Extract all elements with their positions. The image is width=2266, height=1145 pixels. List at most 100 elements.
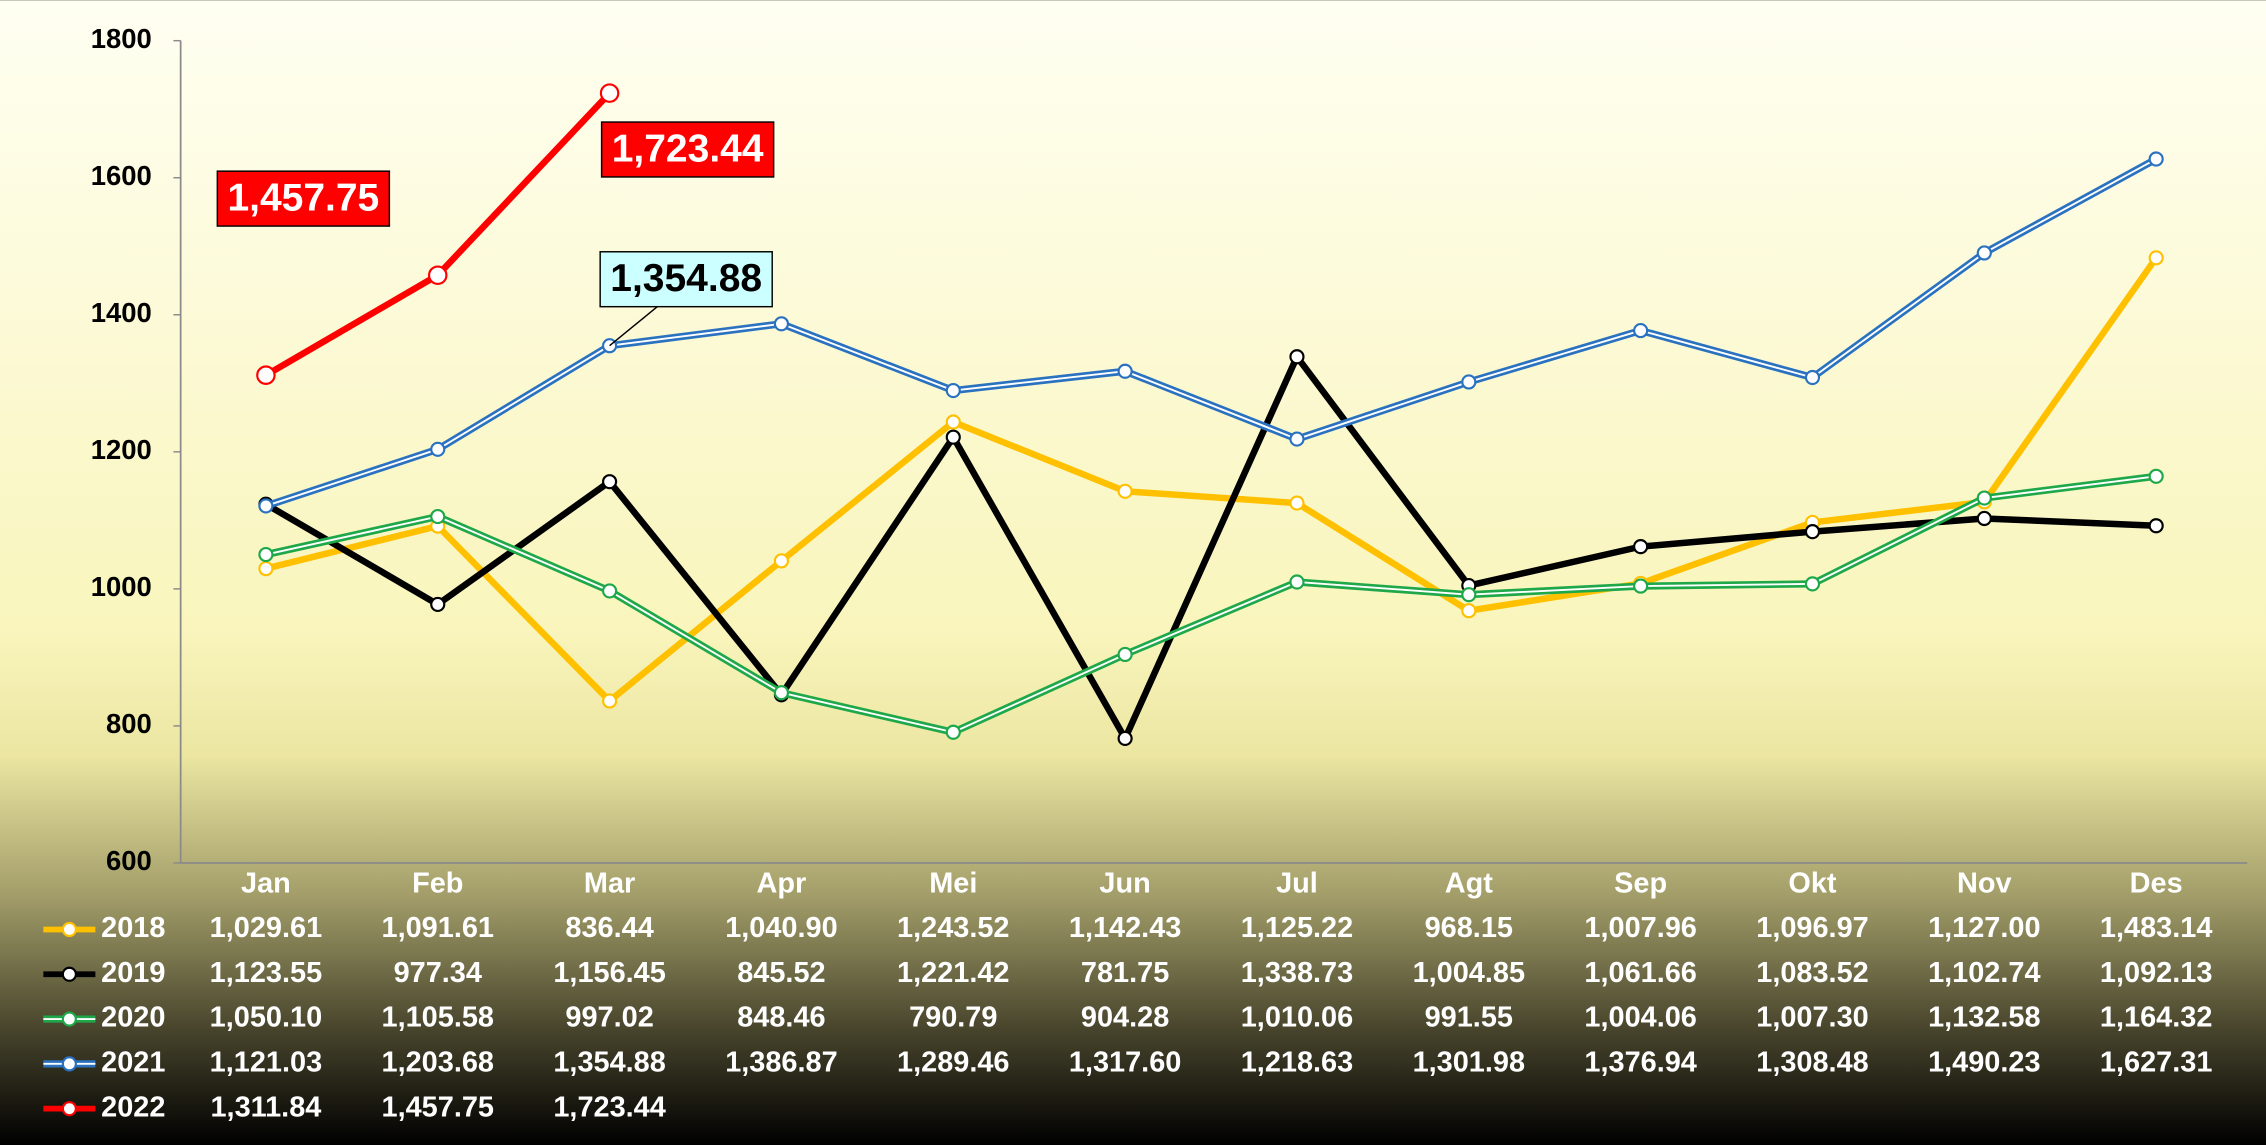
data-point [773, 316, 790, 332]
table-value: 1,289.46 [897, 1046, 1009, 1078]
y-tick-label: 600 [106, 845, 152, 876]
x-tick-label: Jan [241, 867, 291, 899]
table-value: 1,125.22 [1241, 912, 1353, 944]
callout-box [600, 121, 775, 178]
table-value: 1,102.74 [1928, 957, 2040, 989]
data-point [1804, 524, 1821, 540]
legend-swatch-marker [61, 1056, 77, 1072]
callout-label: 1,723.44 [612, 127, 764, 170]
callout: 1,723.44 [600, 121, 775, 178]
x-tick-label: Mar [584, 867, 635, 899]
data-point [2148, 468, 2164, 484]
data-point [1461, 587, 1477, 603]
x-tick-label: Des [2130, 867, 2183, 899]
table-value: 1,308.48 [1756, 1046, 1868, 1078]
data-point [258, 561, 274, 577]
data-point [2148, 151, 2164, 167]
table-value: 991.55 [1425, 1002, 1513, 1034]
table-value: 1,386.87 [725, 1046, 837, 1078]
data-point [256, 365, 276, 385]
legend-swatch-marker [61, 1011, 77, 1027]
y-tick-label: 1600 [91, 160, 152, 191]
legend-swatch-marker [61, 1101, 77, 1117]
table-value: 1,040.90 [725, 912, 837, 944]
table-value: 781.75 [1081, 957, 1169, 989]
data-point [602, 583, 618, 599]
table-value: 1,338.73 [1241, 957, 1353, 989]
callout: 1,457.75 [216, 170, 391, 227]
y-tick-label: 1200 [91, 434, 152, 465]
y-tick-label: 1800 [91, 23, 152, 54]
legend-label: 2020 [101, 1002, 165, 1034]
x-tick-label: Feb [412, 867, 463, 899]
table-value: 1,132.58 [1928, 1002, 2040, 1034]
x-tick-label: Jul [1276, 867, 1318, 899]
legend-label: 2022 [101, 1091, 165, 1123]
table-value: 848.46 [737, 1002, 825, 1034]
series-line [264, 353, 2157, 742]
series-line-highlight [265, 158, 2157, 507]
y-tick-label: 800 [106, 708, 152, 739]
x-tick-label: Agt [1445, 867, 1494, 899]
data-point [1804, 576, 1821, 592]
data-point [1117, 363, 1133, 379]
callout: 1,354.88 [599, 251, 773, 347]
data-point [1289, 431, 1305, 447]
data-point [1289, 349, 1305, 365]
table-value: 1,092.13 [2100, 957, 2212, 989]
table-value: 1,121.03 [210, 1046, 322, 1078]
table-value: 1,127.00 [1928, 912, 2040, 944]
series-line [265, 255, 2159, 705]
table-value: 968.15 [1425, 912, 1513, 944]
table-value: 1,007.30 [1756, 1002, 1868, 1034]
data-point [258, 498, 274, 514]
x-tick-label: Nov [1957, 867, 2012, 899]
table-value: 1,029.61 [210, 912, 322, 944]
table-value: 836.44 [565, 912, 653, 944]
table-value: 977.34 [394, 957, 482, 989]
table-value: 1,010.06 [1241, 1002, 1353, 1034]
data-point [1804, 369, 1821, 386]
table-value: 845.52 [737, 957, 825, 989]
y-tick-label: 1400 [91, 297, 152, 328]
data-point [1633, 578, 1649, 594]
data-point [427, 265, 448, 285]
legend-swatch-marker [61, 921, 77, 938]
data-point [1976, 490, 1992, 506]
series-line-highlight [265, 475, 2157, 734]
table-value: 1,627.31 [2100, 1046, 2212, 1078]
table-value: 1,311.84 [210, 1091, 321, 1123]
table-value: 1,221.42 [897, 957, 1009, 989]
data-point [1117, 646, 1133, 663]
data-point [1289, 495, 1305, 511]
data-point [1461, 603, 1477, 619]
x-tick-label: Jun [1099, 867, 1150, 899]
data-point [602, 693, 618, 709]
data-point [1633, 539, 1649, 555]
legend-label: 2021 [101, 1046, 165, 1078]
data-point [599, 83, 620, 103]
table-value: 1,083.52 [1756, 957, 1868, 989]
table-value: 1,007.96 [1584, 912, 1696, 944]
table-value: 1,105.58 [382, 1002, 494, 1034]
data-point [430, 596, 446, 612]
callout-box [599, 251, 773, 308]
table-value: 1,457.75 [382, 1091, 494, 1123]
legend-swatch-marker [61, 966, 77, 982]
data-point [430, 441, 446, 457]
table-value: 1,354.88 [553, 1046, 665, 1078]
legend-label: 2018 [101, 912, 165, 944]
table-value: 1,004.06 [1584, 1002, 1696, 1034]
data-point [773, 685, 790, 701]
data-point [258, 546, 274, 563]
x-tick-label: Sep [1614, 867, 1667, 899]
data-point [602, 474, 618, 490]
table-value: 1,096.97 [1756, 912, 1868, 944]
callout-leader [609, 306, 658, 347]
table-value: 997.02 [565, 1002, 653, 1034]
data-point [773, 553, 790, 569]
table-value: 904.28 [1081, 1002, 1169, 1034]
table-value: 1,164.32 [2100, 1002, 2212, 1034]
